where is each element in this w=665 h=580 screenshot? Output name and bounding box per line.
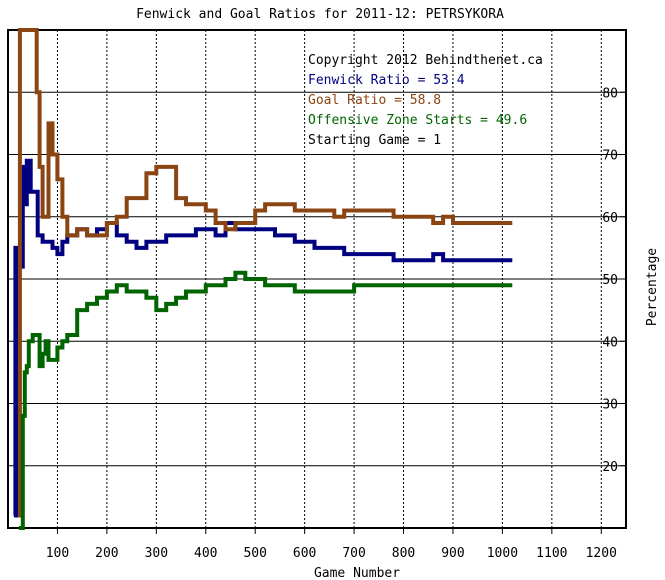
legend-entry: Goal Ratio = 58.8	[308, 93, 441, 108]
y-tick-label: 80	[602, 86, 618, 101]
y-tick-label: 60	[602, 211, 618, 226]
x-tick-label: 700	[342, 546, 365, 561]
y-axis-label: Percentage	[645, 248, 660, 326]
x-tick-label: 1100	[536, 546, 567, 561]
x-tick-label: 1200	[586, 546, 617, 561]
x-tick-label: 300	[145, 546, 168, 561]
x-tick-label: 200	[95, 546, 118, 561]
series-line-fenwick-ratio	[13, 158, 513, 518]
legend-entry: Fenwick Ratio = 53.4	[308, 73, 465, 88]
x-tick-label: 400	[194, 546, 217, 561]
y-tick-label: 50	[602, 273, 618, 288]
legend: Copyright 2012 Behindthenet.ca Fenwick Ra…	[308, 53, 543, 148]
y-tick-label: 30	[602, 398, 618, 413]
y-tick-label: 40	[602, 335, 618, 350]
legend-entry: Copyright 2012 Behindthenet.ca	[308, 53, 543, 68]
chart-title: Fenwick and Goal Ratios for 2011-12: PET…	[136, 7, 504, 22]
y-tick-label: 70	[602, 149, 618, 164]
x-tick-label: 800	[392, 546, 415, 561]
x-tick-label: 1000	[487, 546, 518, 561]
x-tick-label: 500	[243, 546, 266, 561]
series-line-goal-ratio	[17, 28, 513, 518]
x-tick-label: 100	[46, 546, 69, 561]
x-tick-label: 600	[293, 546, 316, 561]
legend-entry: Offensive Zone Starts = 49.6	[308, 113, 527, 128]
y-tick-label: 20	[602, 460, 618, 475]
series-lines	[13, 28, 513, 530]
x-axis-label: Game Number	[314, 566, 400, 580]
series-line-offensive-zone-starts	[18, 270, 513, 530]
x-tick-label: 900	[441, 546, 464, 561]
grid	[8, 30, 626, 528]
axis-ticks: 100 200 300 400 500 600 700 800 900 1000 1100 1200 2…	[46, 86, 626, 561]
legend-entry: Starting Game = 1	[308, 133, 441, 148]
